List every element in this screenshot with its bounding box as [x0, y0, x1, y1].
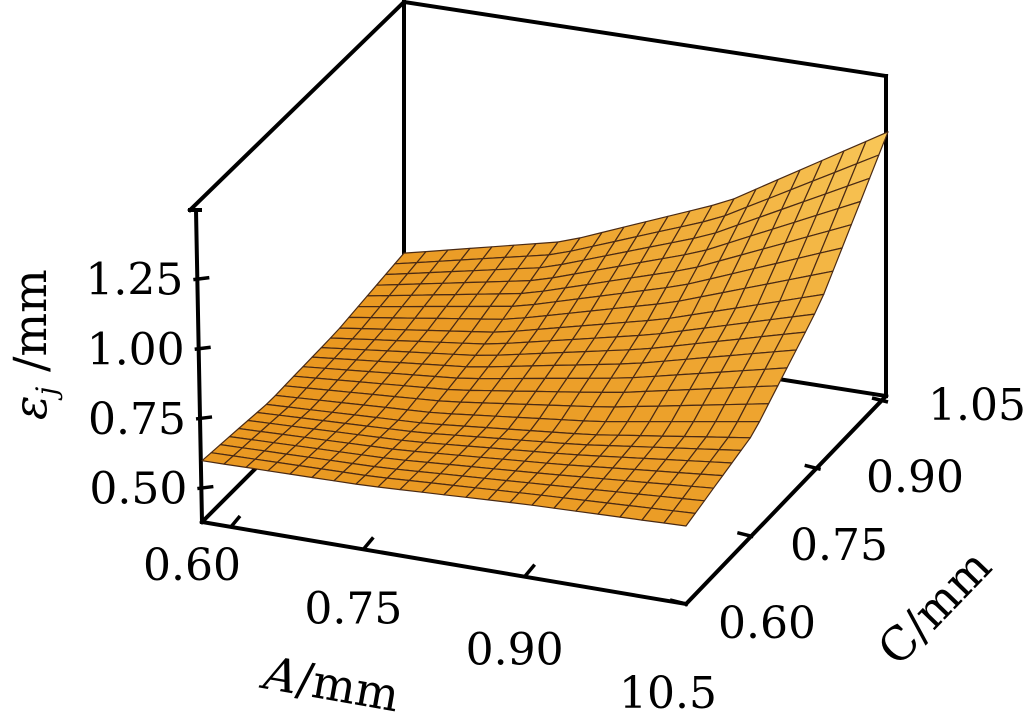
z-tick-mark	[195, 415, 213, 421]
y-tick-label: 0.75	[790, 520, 888, 571]
y-tick-mark	[669, 598, 687, 606]
x-tick-mark	[523, 563, 537, 578]
frame-left-vertical	[193, 207, 205, 525]
z-tick-label: 1.25	[85, 255, 183, 306]
x-axis-ticks: 0.60 0.75 0.90 10.5	[143, 514, 717, 716]
y-tick-label: 0.90	[866, 452, 964, 503]
z-axis-ticks: 0.50 0.75 1.00 1.25	[85, 255, 214, 515]
z-tick-mark	[197, 484, 214, 491]
z-tick-label: 1.00	[87, 324, 185, 375]
y-tick-mark	[804, 463, 822, 472]
frame-top-back-right	[401, 0, 889, 79]
x-axis-title: A/mm	[256, 645, 403, 716]
y-axis-ticks: 0.60 0.75 0.90 1.05	[669, 380, 1026, 649]
frame-floor-right	[683, 393, 889, 607]
frame-top-back-left	[187, 0, 407, 213]
z-tick-mark	[194, 345, 211, 352]
x-tick-label: 0.75	[304, 583, 402, 634]
z-tick-mark	[193, 275, 210, 282]
x-tick-label: 0.60	[143, 540, 241, 591]
y-tick-label: 0.60	[718, 598, 816, 649]
x-tick-mark	[361, 536, 375, 551]
x-tick-label: 10.5	[619, 668, 717, 716]
frame-floor-front	[199, 519, 689, 607]
x-tick-label: 0.90	[466, 625, 564, 676]
floor-front-edges	[199, 393, 889, 607]
y-tick-label: 1.05	[928, 380, 1026, 431]
z-axis-title: εj /mm	[3, 269, 63, 420]
z-tick-label: 0.75	[88, 394, 186, 445]
y-tick-mark	[871, 396, 889, 404]
x-axis-title-unit: /mm	[293, 651, 404, 716]
x-tick-mark	[228, 514, 242, 530]
z-axis-title-unit: /mm	[3, 269, 57, 386]
surface-cell	[663, 510, 696, 527]
z-axis-title-var: ε	[3, 395, 57, 420]
surface-mesh	[201, 131, 889, 527]
y-tick-mark	[736, 530, 754, 539]
z-tick-label: 0.50	[89, 464, 187, 515]
